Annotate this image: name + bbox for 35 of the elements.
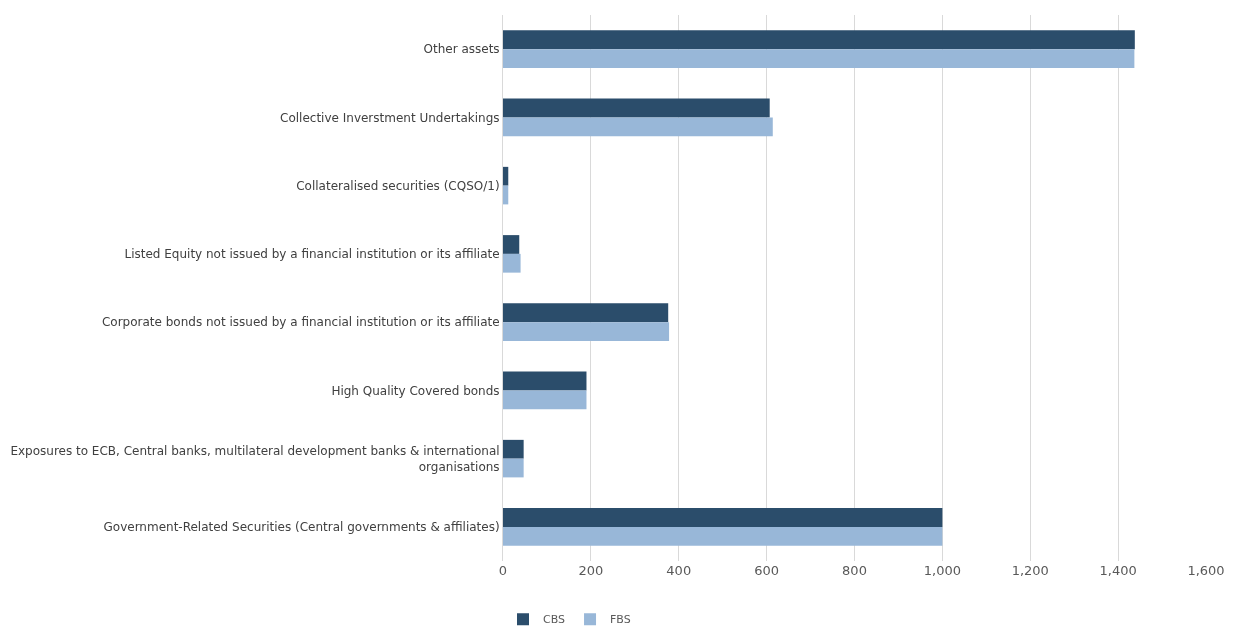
bar	[503, 439, 524, 459]
y-tick-label: Other assets	[423, 42, 500, 57]
y-tick-label: Collateralised securities (CQSO/1)	[296, 178, 500, 193]
bar	[503, 303, 669, 323]
bar	[503, 98, 770, 118]
y-tick-label: High Quality Covered bonds	[331, 383, 500, 398]
x-tick-label: 1,200	[1011, 563, 1049, 578]
bar	[503, 526, 943, 546]
bar	[503, 322, 670, 341]
x-tick-label: 1,000	[923, 563, 961, 578]
x-tick-label: 800	[842, 563, 867, 578]
bar	[503, 235, 520, 254]
y-tick-label: Exposures to ECB, Central banks, multilateral development banks & international organisations	[10, 444, 500, 474]
bar	[503, 371, 587, 391]
x-tick-label: 0	[498, 563, 508, 578]
bar	[503, 30, 1135, 50]
bar	[503, 458, 524, 478]
bar	[503, 253, 521, 273]
bar	[503, 390, 587, 410]
y-tick-label: Corporate bonds not issued by a financial institution or its affiliate	[101, 315, 500, 330]
bar	[503, 166, 509, 186]
y-tick-label: Listed Equity not issued by a financial institution or its affiliate	[124, 247, 500, 262]
legend-label: CBS	[543, 613, 566, 627]
legend-label: FBS	[610, 613, 631, 627]
bar	[503, 117, 773, 137]
y-tick-label: Government-Related Securities (Central governments & affiliates)	[103, 520, 500, 535]
x-tick-label: 200	[578, 563, 604, 578]
x-tick-label: 1,600	[1187, 563, 1225, 578]
x-tick-label: 400	[666, 563, 692, 578]
bar	[503, 185, 509, 205]
bar	[503, 508, 943, 527]
y-tick-label: Collective Inverstment Undertakings	[280, 110, 500, 125]
bar	[503, 49, 1135, 68]
x-tick-label: 600	[754, 563, 780, 578]
x-tick-label: 1,400	[1099, 563, 1137, 578]
